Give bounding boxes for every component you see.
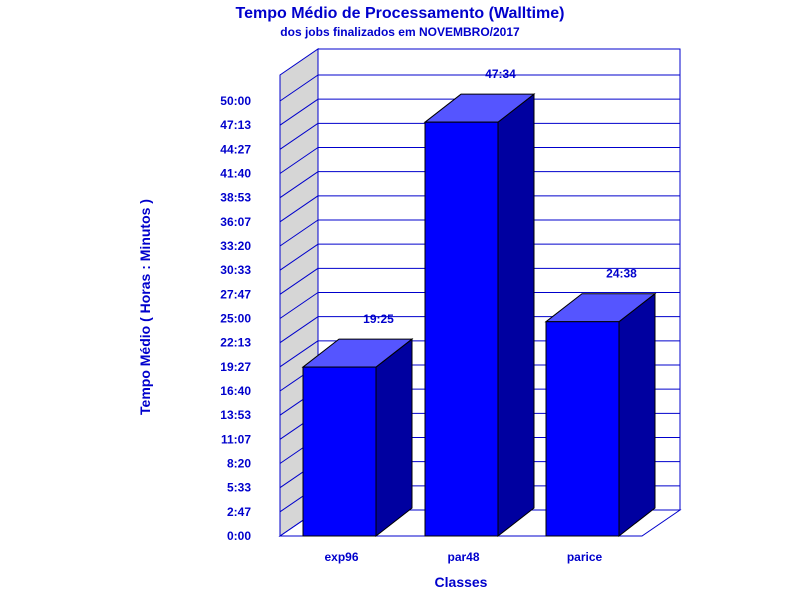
x-tick-label: par48 — [447, 550, 479, 564]
gridline-side — [279, 292, 319, 319]
bar — [302, 366, 377, 537]
y-tick-label: 47:13 — [220, 118, 251, 132]
y-tick-label: 44:27 — [220, 142, 251, 156]
y-tick-label: 30:33 — [220, 263, 251, 277]
x-tick-label: parice — [567, 550, 603, 564]
x-axis-label: Classes — [435, 574, 488, 590]
gridline-side — [279, 243, 319, 271]
y-tick-label: 0:00 — [227, 529, 251, 543]
bar-side — [618, 292, 656, 538]
y-tick-label: 27:47 — [220, 287, 251, 301]
gridline-side — [279, 316, 319, 344]
gridline-side — [279, 147, 319, 174]
y-tick-label: 41:40 — [220, 167, 251, 181]
gridline-side — [279, 195, 319, 223]
bar-side — [497, 93, 535, 538]
y-tick-label: 33:20 — [220, 239, 251, 253]
bar — [545, 321, 620, 537]
bar-value-label: 47:34 — [485, 67, 516, 81]
y-tick-label: 8:20 — [227, 457, 251, 471]
gridline-side — [279, 267, 319, 295]
gridline-side — [279, 74, 319, 102]
y-tick-label: 16:40 — [220, 384, 251, 398]
bar-side — [375, 338, 413, 538]
y-tick-label: 38:53 — [220, 191, 251, 205]
y-tick-label: 36:07 — [220, 215, 251, 229]
gridline-side — [279, 219, 319, 247]
y-tick-label: 2:47 — [227, 505, 251, 519]
gridline-side — [279, 98, 319, 126]
bar-value-label: 19:25 — [363, 312, 394, 326]
chart-subtitle: dos jobs finalizados em NOVEMBRO/2017 — [280, 25, 520, 39]
bar — [424, 121, 499, 537]
plot-area: 0:00 2:47 5:33 8:20 11:07 13:53 16:40 19:27 22:1… — [220, 48, 682, 564]
y-tick-label: 22:13 — [220, 336, 251, 350]
chart-title: Tempo Médio de Processamento (Walltime) — [236, 5, 565, 22]
y-tick-label: 13:53 — [220, 408, 251, 422]
gridline-side — [279, 340, 319, 368]
y-tick-label: 5:33 — [227, 481, 251, 495]
y-tick-label: 25:00 — [220, 312, 251, 326]
bar-value-label: 24:38 — [606, 267, 637, 281]
y-axis-label: Tempo Médio ( Horas : Minutos ) — [137, 199, 153, 415]
y-tick-label: 50:00 — [220, 94, 251, 108]
x-tick-label: exp96 — [324, 550, 358, 564]
gridline-side — [279, 122, 319, 150]
y-tick-label: 19:27 — [220, 360, 251, 374]
y-tick-label: 11:07 — [221, 432, 251, 446]
gridline-side — [279, 171, 319, 199]
